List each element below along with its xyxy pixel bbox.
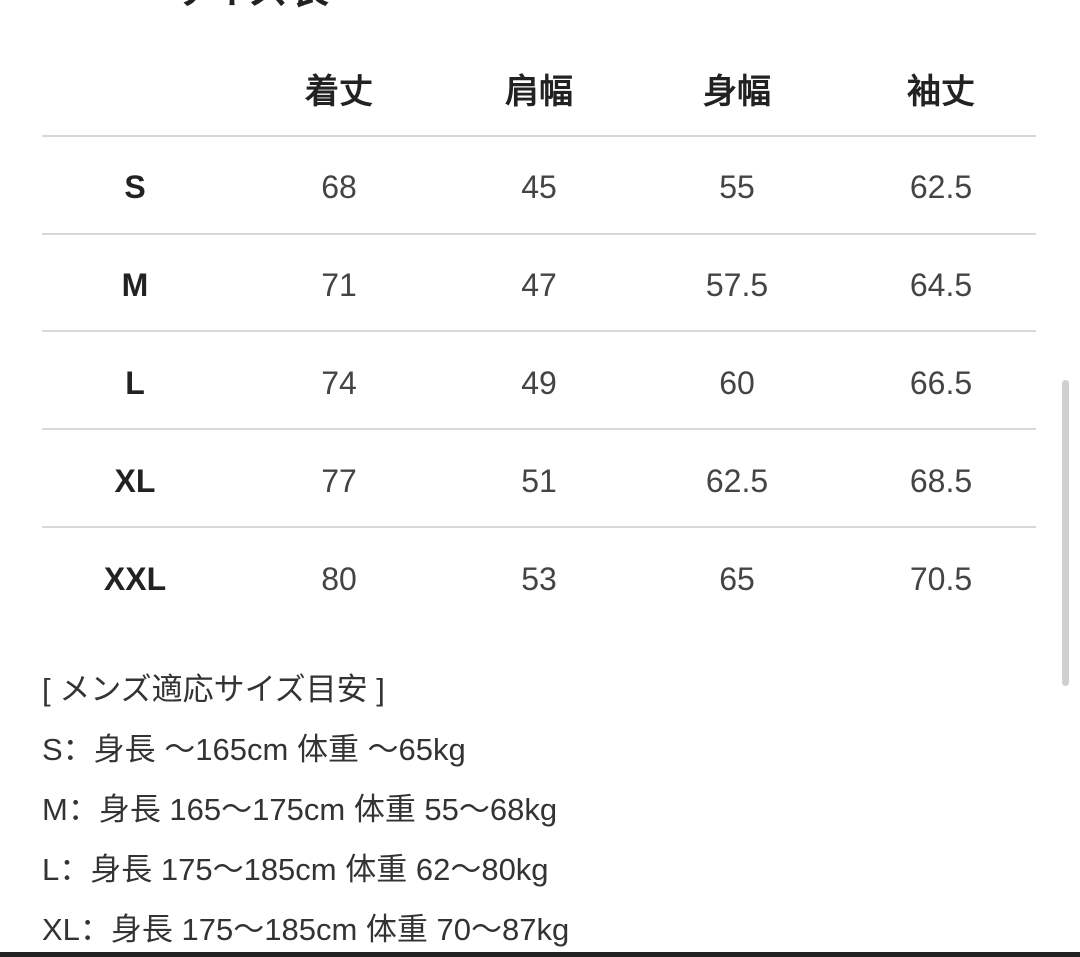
measurement-cell: 49: [521, 364, 557, 401]
measurement-cell: 80: [321, 560, 357, 597]
measurement-cell: 74: [321, 364, 357, 401]
measurement-cell: 71: [321, 266, 357, 303]
measurement-cell: 55: [719, 168, 755, 205]
measurement-cell: 64.5: [909, 266, 973, 303]
measurement-cell: 65: [719, 560, 755, 597]
row-divider: [42, 233, 1036, 235]
table-row: XL 77 51 62.5 68.5: [42, 432, 1036, 530]
page-title: サイズ表: [170, 0, 329, 10]
table-row: XXL 80 53 65 70.5: [42, 530, 1036, 628]
table-row: M 71 47 57.5 64.5: [42, 236, 1036, 334]
column-header: 肩幅: [505, 71, 573, 112]
guide-heading: [ メンズ適応サイズ目安 ]: [42, 672, 385, 707]
measurement-cell: 62.5: [705, 462, 769, 499]
guide-line-s: S：身長 ～165cm 体重 ～65kg: [42, 732, 466, 767]
row-divider: [42, 428, 1036, 430]
guide-line-m: M：身長 165～175cm 体重 55～68kg: [42, 792, 558, 827]
bottom-divider: [0, 952, 1080, 957]
column-header: 着丈: [305, 71, 373, 112]
table-row: L 74 49 60 66.5: [42, 334, 1036, 432]
measurement-cell: 47: [521, 266, 557, 303]
guide-line-l: L：身長 175～185cm 体重 62～80kg: [42, 852, 549, 887]
row-divider: [42, 526, 1036, 528]
measurement-cell: 68: [321, 168, 357, 205]
measurement-cell: 53: [521, 560, 557, 597]
size-label: S: [124, 168, 146, 205]
measurement-cell: 77: [321, 462, 357, 499]
row-divider: [42, 135, 1036, 137]
size-label: XXL: [103, 560, 167, 597]
size-label: XL: [114, 462, 156, 499]
measurement-cell: 45: [521, 168, 557, 205]
row-divider: [42, 330, 1036, 332]
measurement-cell: 57.5: [705, 266, 769, 303]
column-header: 袖丈: [907, 71, 975, 112]
table-header: 着丈 肩幅 身幅 袖丈: [42, 39, 1036, 137]
size-label: L: [125, 364, 145, 401]
measurement-cell: 68.5: [909, 462, 973, 499]
measurement-cell: 62.5: [909, 168, 973, 205]
measurement-cell: 70.5: [909, 560, 973, 597]
measurement-cell: 51: [521, 462, 557, 499]
scrollbar[interactable]: [1062, 380, 1069, 686]
column-header: 身幅: [703, 71, 771, 112]
size-label: M: [121, 266, 149, 303]
measurement-cell: 66.5: [909, 364, 973, 401]
table-row: S 68 45 55 62.5: [42, 138, 1036, 236]
measurement-cell: 60: [719, 364, 755, 401]
guide-line-xl: XL：身長 175～185cm 体重 70～87kg: [42, 912, 570, 947]
